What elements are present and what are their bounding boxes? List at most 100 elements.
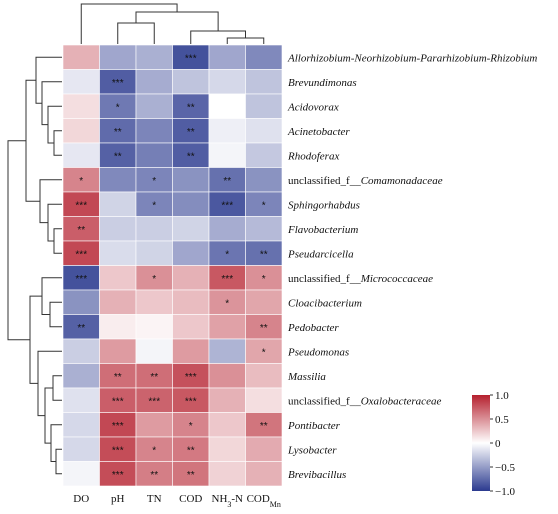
colorbar-tick-label: 1.0: [495, 390, 509, 402]
heatmap-cell-r10-c3: [135, 265, 173, 291]
heatmap-cell-r4-c3: [135, 118, 173, 144]
heatmap-cell-r10-c5: [208, 265, 246, 291]
heatmap-cell-r8-c3: [135, 216, 173, 242]
row-labels: Allorhizobium-Neorhizobium-Pararhizobium…: [287, 52, 537, 481]
heatmap-cell-r12-c2: [99, 314, 137, 340]
dendrogram-branch: [47, 203, 62, 242]
heatmap-cell-r17-c1: [62, 436, 100, 462]
heatmap-cell-r8-c2: [99, 216, 137, 242]
significance-mark: **: [114, 372, 122, 383]
row-label: unclassified_f__Micrococcaceae: [288, 273, 433, 285]
dendrogram-branch: [25, 79, 40, 202]
row-label: Pseudomonas: [287, 346, 349, 358]
heatmap-cell-r11-c4: [172, 289, 210, 315]
heatmap-cell-r18-c2: [99, 461, 137, 487]
colorbar: 1.0 0.5 0 −0.5 −1.0: [472, 390, 515, 498]
heatmap-cell-r4-c4: [172, 118, 210, 144]
dendrogram-branch: [37, 350, 62, 417]
heatmap-cell-r16-c5: [208, 412, 246, 438]
heatmap-cell-r18-c5: [208, 461, 246, 487]
heatmap-cell-r3-c5: [208, 93, 246, 119]
dendrogram-branch: [41, 81, 62, 126]
significance-mark: **: [77, 323, 85, 334]
heatmap-cell-r4-c5: [208, 118, 246, 144]
heatmap-cell-r16-c3: [135, 412, 173, 438]
heatmap-cell-r11-c5: [208, 289, 246, 315]
dendrogram-branch: [53, 228, 62, 254]
heatmap-cell-r8-c6: [245, 216, 283, 242]
column-label: TN: [147, 493, 162, 505]
row-label: Cloacibacterium: [288, 297, 362, 309]
significance-mark: **: [187, 151, 195, 162]
dendrogram-branch: [35, 56, 62, 104]
significance-mark: *: [225, 249, 229, 260]
heatmap-cell-r3-c3: [135, 93, 173, 119]
heatmap-cell-r11-c2: [99, 289, 137, 315]
heatmap-cell-r8-c1: [62, 216, 100, 242]
dendrogram-branch: [49, 301, 62, 328]
heatmap-cell-r7-c5: [208, 191, 246, 217]
colorbar-tick-label: 0: [495, 438, 501, 450]
column-dendrogram: [80, 3, 265, 44]
significance-mark: ***: [148, 396, 160, 407]
heatmap-cell-r6-c6: [245, 167, 283, 193]
heatmap-cell-r1-c2: [99, 44, 137, 70]
significance-marks: ******* **** **** *** * ***** * *** ****** * *****…: [75, 53, 267, 481]
heatmap-cell-r7-c1: [62, 191, 100, 217]
significance-mark: ***: [75, 274, 87, 285]
heatmap-cell-r1-c5: [208, 44, 246, 70]
row-label: Sphingorhabdus: [288, 199, 360, 211]
significance-mark: ***: [221, 200, 233, 211]
row-label: Allorhizobium-Neorhizobium-Pararhizobium…: [287, 52, 537, 64]
heatmap-cell-r15-c2: [99, 387, 137, 413]
heatmap-cell-r13-c2: [99, 338, 137, 364]
significance-mark: **: [150, 470, 158, 481]
significance-mark: **: [187, 470, 195, 481]
significance-mark: *: [152, 445, 156, 456]
heatmap-cell-r11-c3: [135, 289, 173, 315]
dendrogram-branch: [44, 387, 53, 444]
dendrogram-branch: [52, 375, 62, 401]
dendrogram-branch: [41, 277, 62, 315]
heatmap-cell-r7-c6: [245, 191, 283, 217]
significance-mark: *: [225, 298, 229, 309]
heatmap-cell-r12-c6: [245, 314, 283, 340]
heatmap-cell-r11-c1: [62, 289, 100, 315]
heatmap-cell-r13-c6: [245, 338, 283, 364]
significance-mark: *: [152, 200, 156, 211]
heatmap-cell-r10-c4: [172, 265, 210, 291]
row-label: Massilia: [287, 371, 326, 383]
significance-mark: ***: [185, 53, 197, 64]
dendrogram-branch: [39, 179, 62, 224]
significance-mark: **: [260, 249, 268, 260]
significance-mark: **: [114, 151, 122, 162]
heatmap-cell-r17-c5: [208, 436, 246, 462]
heatmap-cell-r2-c2: [99, 69, 137, 95]
heatmap-cell-r12-c5: [208, 314, 246, 340]
heatmap-cells: [62, 44, 283, 487]
significance-mark: **: [77, 225, 85, 236]
heatmap-cell-r1-c6: [245, 44, 283, 70]
heatmap-cell-r6-c2: [99, 167, 137, 193]
column-label: NH3-N: [212, 493, 244, 509]
significance-mark: **: [187, 127, 195, 138]
significance-mark: ***: [221, 274, 233, 285]
significance-mark: **: [260, 323, 268, 334]
heatmap-cell-r15-c5: [208, 387, 246, 413]
significance-mark: *: [262, 347, 266, 358]
column-label: COD: [179, 493, 202, 505]
dendrogram-branch: [47, 105, 62, 144]
significance-mark: **: [187, 102, 195, 113]
heatmap-cell-r7-c4: [172, 191, 210, 217]
heatmap-cell-r5-c5: [208, 142, 246, 168]
dendrogram-branch: [135, 11, 219, 31]
significance-mark: *: [262, 274, 266, 285]
row-label: Pontibacter: [287, 420, 341, 432]
heatmap-cell-r4-c6: [245, 118, 283, 144]
heatmap-cell-r5-c1: [62, 142, 100, 168]
heatmap-cell-r5-c3: [135, 142, 173, 168]
heatmap-cell-r1-c4: [172, 44, 210, 70]
heatmap-cell-r10-c1: [62, 265, 100, 291]
row-dendrogram: [7, 56, 62, 475]
